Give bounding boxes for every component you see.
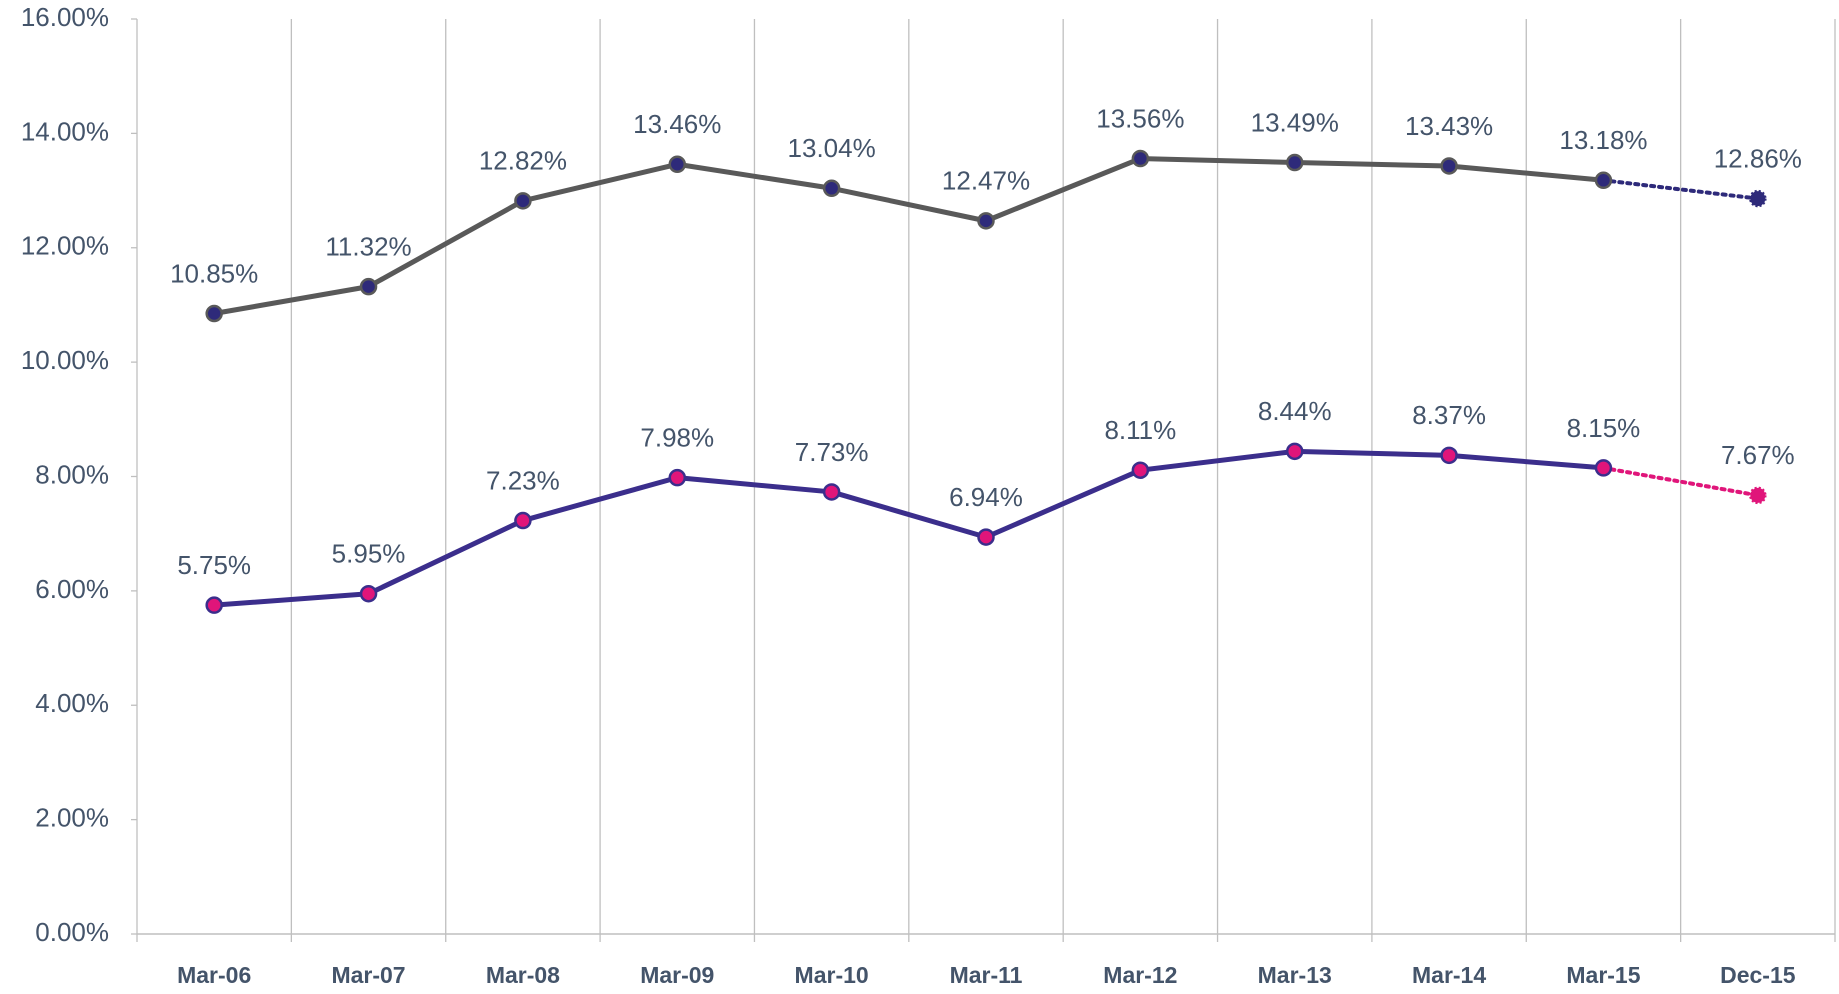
series-marker (514, 192, 532, 210)
x-tick-label: Mar-09 (640, 962, 714, 988)
series-marker (359, 584, 378, 603)
x-tick-label: Mar-15 (1566, 962, 1640, 988)
x-tick-label: Mar-06 (177, 962, 251, 988)
series-marker (822, 483, 841, 501)
series-marker (668, 468, 687, 487)
series-marker (1285, 442, 1304, 461)
data-label: 11.32% (325, 232, 411, 262)
x-tick-label: Mar-11 (950, 962, 1023, 988)
x-tick-label: Mar-13 (1258, 962, 1332, 988)
series-marker (205, 596, 223, 614)
series-line (213, 156, 1604, 316)
data-label: 13.18% (1559, 125, 1647, 155)
data-label: 8.15% (1567, 413, 1641, 443)
y-tick-label: 8.00% (35, 459, 109, 489)
data-label: 7.98% (640, 423, 714, 453)
y-tick-label: 0.00% (35, 917, 109, 947)
data-label: 12.47% (942, 166, 1030, 196)
data-label: 13.04% (788, 133, 876, 163)
series-marker (514, 511, 532, 530)
x-tick-label: Mar-10 (795, 962, 869, 988)
series-marker (977, 528, 995, 546)
series-marker (1594, 459, 1613, 477)
x-tick-label: Mar-14 (1412, 962, 1486, 988)
data-label: 13.56% (1096, 103, 1184, 133)
series-marker (1749, 486, 1767, 505)
series-marker (359, 277, 378, 296)
series-line-projection (1601, 178, 1760, 201)
data-label: 10.85% (170, 258, 258, 288)
data-label: 7.67% (1721, 440, 1795, 470)
y-tick-label: 10.00% (21, 345, 109, 375)
y-tick-label: 6.00% (35, 574, 109, 604)
data-label: 12.86% (1714, 143, 1802, 173)
series-line (213, 448, 1604, 608)
data-label: 6.94% (949, 482, 1023, 512)
data-label: 7.23% (486, 465, 560, 495)
series-marker (668, 155, 687, 174)
data-label: 5.95% (332, 539, 406, 569)
data-label: 12.82% (479, 146, 567, 176)
data-label: 8.37% (1412, 400, 1486, 430)
y-tick-label: 2.00% (35, 803, 109, 833)
y-tick-label: 16.00% (21, 2, 109, 32)
data-label: 13.46% (633, 109, 721, 139)
data-label: 8.44% (1258, 396, 1332, 426)
x-tick-label: Mar-12 (1103, 962, 1177, 988)
y-tick-label: 12.00% (21, 231, 109, 261)
series-marker (977, 212, 995, 230)
series-marker (1749, 189, 1767, 208)
series-marker (1131, 461, 1150, 479)
series-marker (1285, 153, 1304, 172)
y-tick-label: 4.00% (35, 688, 109, 718)
series-marker (205, 304, 223, 323)
x-tick-label: Mar-07 (331, 962, 405, 988)
series-marker (822, 179, 841, 198)
series-marker (1440, 157, 1458, 175)
y-tick-label: 14.00% (21, 116, 109, 146)
data-label: 5.75% (177, 550, 251, 580)
data-label: 8.11% (1104, 415, 1176, 445)
series-marker (1594, 171, 1613, 190)
x-tick-label: Dec-15 (1720, 962, 1796, 988)
series-marker (1440, 446, 1458, 465)
data-label: 13.49% (1251, 107, 1339, 137)
series-marker (1131, 149, 1150, 168)
series-line-projection (1601, 465, 1760, 498)
x-tick-label: Mar-08 (486, 962, 560, 988)
data-label: 13.43% (1405, 111, 1493, 141)
data-label: 7.73% (795, 437, 869, 467)
